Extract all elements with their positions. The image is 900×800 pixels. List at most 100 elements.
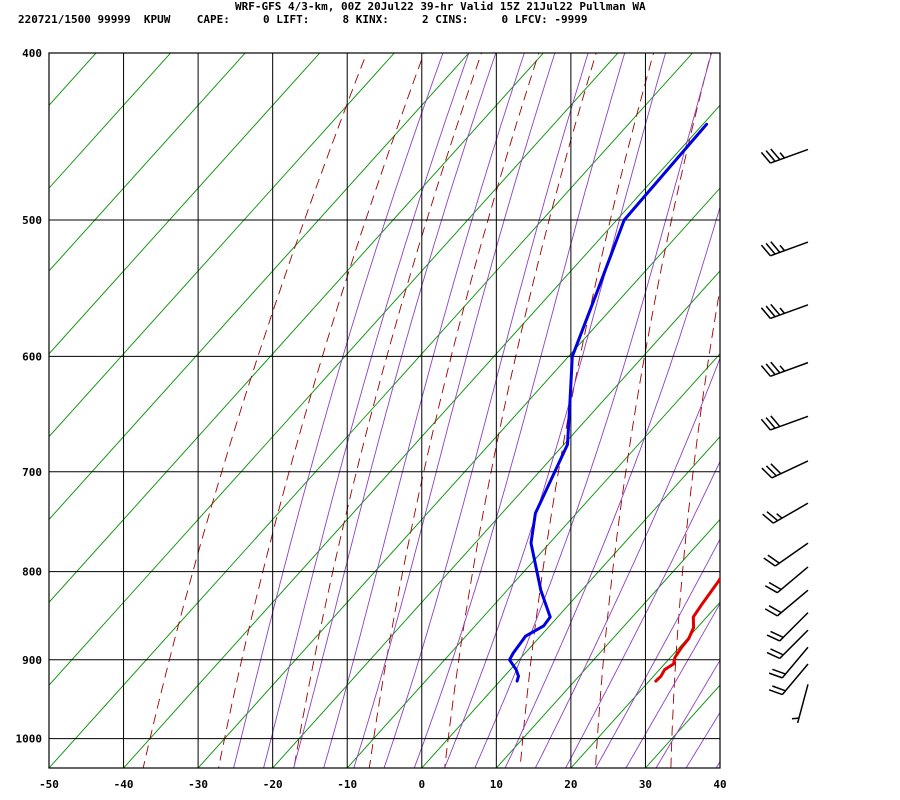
isotherm-line [49,53,321,355]
wind-barb-staff [770,148,809,164]
dry-adiabat-line [142,53,368,768]
moist-adiabat-line [233,53,444,768]
wind-barb-staff [776,566,809,594]
dry-adiabat-line [892,15,900,783]
dry-adiabat-line [746,15,834,783]
moist-adiabat-line [293,53,497,768]
plot-frame [48,52,721,769]
wind-barb-feather [760,365,771,377]
wind-barb-staff [779,629,809,659]
wind-barb-staff [776,589,809,617]
isotherm-line [49,53,694,768]
x-tick-label: 0 [418,778,425,791]
y-tick-label: 600 [22,350,42,363]
y-tick-label: 800 [22,566,42,579]
wind-barb-feather [770,648,784,656]
wind-barb [760,148,809,164]
wind-barb [760,361,809,378]
wind-barb-staff [770,304,809,320]
moist-adiabat-line [685,711,720,768]
isotherm-line [272,270,720,768]
wind-barb [768,646,809,679]
isotherm-line [856,15,900,783]
moist-adiabat-line [474,53,713,768]
moist-adiabat-line [625,602,720,768]
wind-barb-half-feather [779,244,786,252]
wind-barb-staff [796,684,809,724]
isotherm-line [570,601,720,768]
wind-barb-feather [765,242,776,255]
isotherm-line [49,53,172,189]
x-tick-label: 40 [713,778,726,791]
wind-barb-feather [765,305,776,318]
moist-adiabat-line [413,53,626,768]
y-tick-label: 900 [22,654,42,667]
wind-barb-feather [766,651,781,660]
wind-barb [760,241,809,257]
isotherm-line [122,104,720,768]
x-tick-label: -30 [188,778,208,791]
sounding-profiles [508,122,720,683]
dry-adiabat-line [293,53,482,768]
isotherm-line [49,53,544,603]
chart-subtitle: 220721/1500 99999 KPUW CAPE: 0 LIFT: 8 K… [18,13,588,26]
x-tick-labels: -50 -40 -30 -20 -10 0 10 20 30 40 [39,778,727,791]
isotherm-line [495,518,720,768]
wind-barb [760,303,809,320]
wind-barb [791,684,809,724]
wind-barb-feather [764,608,778,617]
wind-barb-feather [764,585,778,594]
wind-barb-feather [765,465,777,477]
x-tick-label: 30 [639,778,652,791]
wind-barb-feather [770,241,781,253]
wind-barb-staff [770,415,809,431]
wind-barb-feather [772,685,786,692]
wind-barb-staff [781,663,809,696]
isotherm-line [49,53,395,438]
dry-adiabat-line [519,53,655,768]
isotherm-line [49,53,470,521]
x-tick-label: 20 [564,778,577,791]
dry-adiabat-lines [142,15,900,783]
wind-barb-half-feather [779,307,786,314]
wind-barbs [760,148,809,724]
x-tick-label: 10 [490,778,503,791]
moist-adiabat-line [353,53,556,768]
wind-barb-staff [770,241,809,257]
wind-barb-staff [781,646,809,679]
dry-adiabat-line [368,53,540,768]
wind-barb-staff [779,612,809,642]
wind-barb-staff [770,361,809,378]
isotherm-line [644,684,720,768]
moist-adiabat-line [595,538,720,768]
wind-barb-half-feather [776,513,783,519]
isotherm-line [782,15,900,783]
wind-barb-feather [770,303,781,316]
x-tick-label: -20 [263,778,283,791]
temperature-line [654,576,720,683]
y-tick-label: 400 [22,47,42,60]
moist-adiabat-line [655,659,720,768]
wind-barb-half-feather [791,717,800,720]
dry-adiabat-line [670,286,720,768]
dry-adiabat-line [820,15,890,783]
wind-barb [764,589,809,617]
isotherm-line [49,53,619,686]
x-tick-label: -50 [39,778,59,791]
isotherm-line [49,53,246,272]
wind-barb-feather [767,554,780,564]
wind-barb-feather [772,668,786,675]
wind-barb-feather [770,148,781,161]
pressure-temperature-grid [48,52,721,769]
y-tick-label: 500 [22,214,42,227]
moist-adiabat-line [565,460,720,768]
moist-adiabat-line [715,760,720,768]
wind-barb-feather [760,418,771,431]
isotherm-lines [49,15,900,783]
wind-barb [766,612,809,642]
dry-adiabat-line [444,53,597,768]
wind-barb-feather [770,463,782,475]
wind-barb-half-feather [779,152,786,159]
moist-adiabat-line [383,53,589,768]
